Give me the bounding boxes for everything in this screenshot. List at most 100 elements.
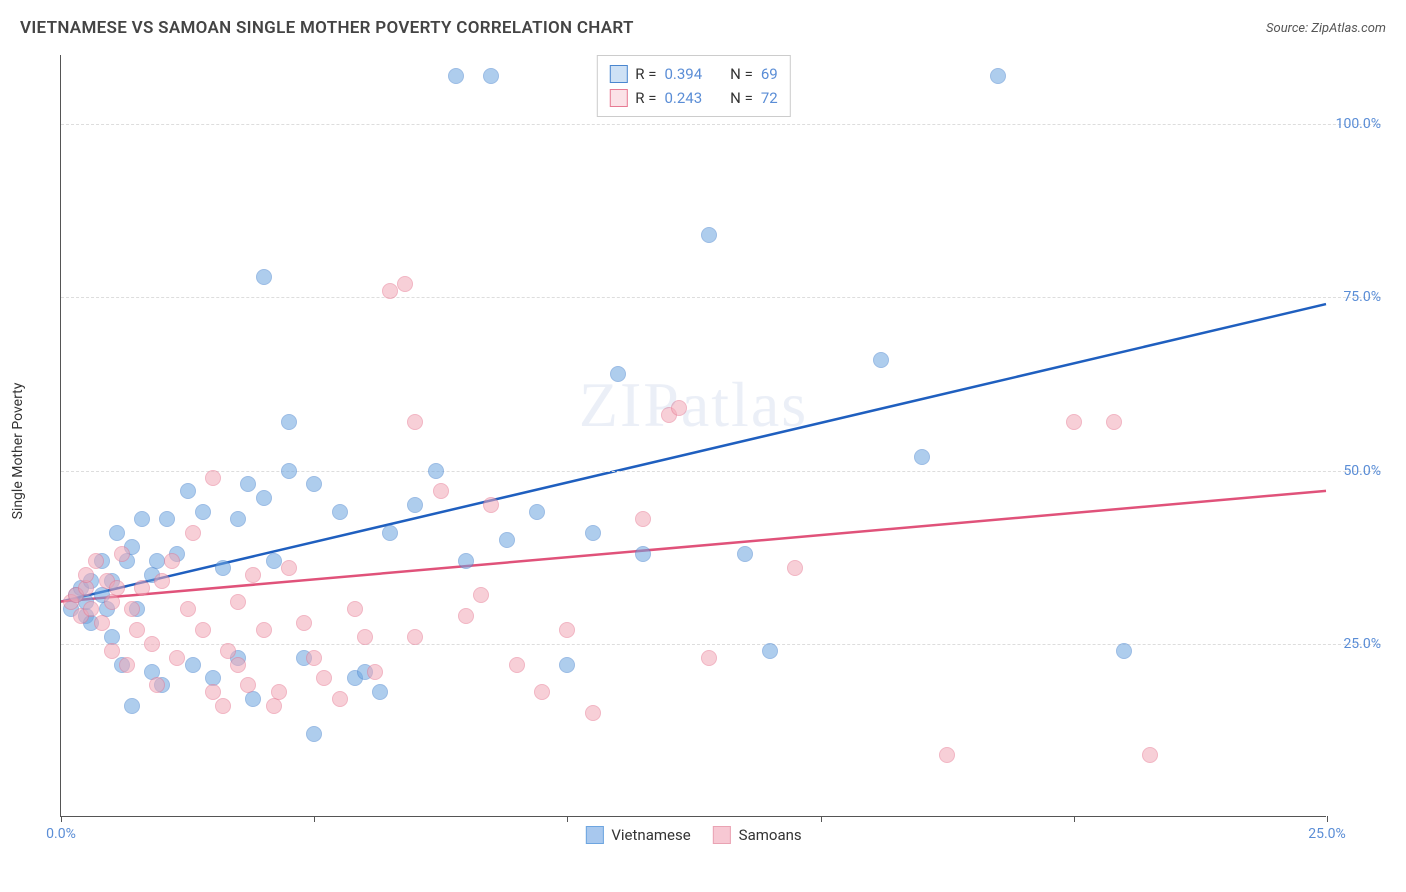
data-point — [195, 622, 211, 638]
data-point — [483, 68, 499, 84]
data-point — [306, 726, 322, 742]
data-point — [205, 470, 221, 486]
legend-swatch — [713, 826, 731, 844]
data-point — [990, 68, 1006, 84]
data-point — [154, 573, 170, 589]
data-point — [271, 684, 287, 700]
data-point — [306, 476, 322, 492]
data-point — [78, 580, 94, 596]
trend-line — [61, 491, 1326, 602]
legend-item: Vietnamese — [585, 826, 690, 844]
data-point — [635, 546, 651, 562]
data-point — [230, 511, 246, 527]
data-point — [1142, 747, 1158, 763]
chart-container: Single Mother Poverty ZIPatlas R =0.394N… — [60, 55, 1386, 847]
data-point — [473, 587, 489, 603]
x-tick — [1074, 816, 1075, 822]
data-point — [119, 657, 135, 673]
n-label: N = — [730, 62, 753, 86]
data-point — [458, 608, 474, 624]
data-point — [873, 352, 889, 368]
gridline — [61, 471, 1381, 472]
data-point — [215, 698, 231, 714]
data-point — [240, 677, 256, 693]
data-point — [499, 532, 515, 548]
data-point — [159, 511, 175, 527]
gridline — [61, 644, 1381, 645]
data-point — [94, 615, 110, 631]
data-point — [914, 449, 930, 465]
x-tick — [567, 816, 568, 822]
legend-item: Samoans — [713, 826, 802, 844]
data-point — [1066, 414, 1082, 430]
y-tick-label: 25.0% — [1331, 636, 1381, 652]
gridline — [61, 124, 1381, 125]
data-point — [104, 594, 120, 610]
data-point — [458, 553, 474, 569]
data-point — [180, 601, 196, 617]
x-tick — [314, 816, 315, 822]
data-point — [433, 483, 449, 499]
data-point — [483, 497, 499, 513]
x-tick — [821, 816, 822, 822]
data-point — [281, 463, 297, 479]
data-point — [367, 664, 383, 680]
data-point — [129, 622, 145, 638]
n-value: 69 — [761, 62, 778, 86]
data-point — [448, 68, 464, 84]
data-point — [124, 601, 140, 617]
data-point — [296, 615, 312, 631]
data-point — [671, 400, 687, 416]
data-point — [347, 601, 363, 617]
scatter-plot: ZIPatlas R =0.394N =69R =0.243N =72 Viet… — [60, 55, 1326, 817]
data-point — [332, 691, 348, 707]
data-point — [104, 643, 120, 659]
x-tick — [1327, 816, 1328, 822]
data-point — [88, 553, 104, 569]
data-point — [164, 553, 180, 569]
data-point — [701, 650, 717, 666]
data-point — [281, 560, 297, 576]
chart-header: VIETNAMESE VS SAMOAN SINGLE MOTHER POVER… — [20, 18, 1386, 38]
x-tick-label: 25.0% — [1308, 826, 1346, 842]
data-point — [559, 622, 575, 638]
data-point — [230, 657, 246, 673]
data-point — [585, 525, 601, 541]
data-point — [134, 580, 150, 596]
data-point — [407, 629, 423, 645]
gridline — [61, 297, 1381, 298]
data-point — [939, 747, 955, 763]
data-point — [316, 670, 332, 686]
data-point — [428, 463, 444, 479]
r-value: 0.394 — [664, 62, 702, 86]
legend-label: Samoans — [739, 826, 802, 844]
data-point — [149, 677, 165, 693]
data-point — [195, 504, 211, 520]
data-point — [256, 622, 272, 638]
data-point — [109, 525, 125, 541]
trend-line — [61, 304, 1326, 601]
data-point — [215, 560, 231, 576]
data-point — [1106, 414, 1122, 430]
data-point — [787, 560, 803, 576]
data-point — [256, 269, 272, 285]
series-legend: Vietnamese Samoans — [585, 826, 801, 844]
data-point — [610, 366, 626, 382]
x-tick-label: 0.0% — [46, 826, 76, 842]
legend-row: R =0.243N =72 — [609, 86, 777, 110]
y-tick-label: 100.0% — [1331, 116, 1381, 132]
data-point — [382, 283, 398, 299]
data-point — [78, 567, 94, 583]
data-point — [245, 567, 261, 583]
data-point — [256, 490, 272, 506]
data-point — [266, 553, 282, 569]
data-point — [240, 476, 256, 492]
data-point — [372, 684, 388, 700]
data-point — [185, 525, 201, 541]
data-point — [1116, 643, 1132, 659]
data-point — [635, 511, 651, 527]
data-point — [357, 629, 373, 645]
legend-swatch — [609, 89, 627, 107]
y-axis-title: Single Mother Poverty — [10, 383, 26, 520]
chart-title: VIETNAMESE VS SAMOAN SINGLE MOTHER POVER… — [20, 18, 634, 38]
